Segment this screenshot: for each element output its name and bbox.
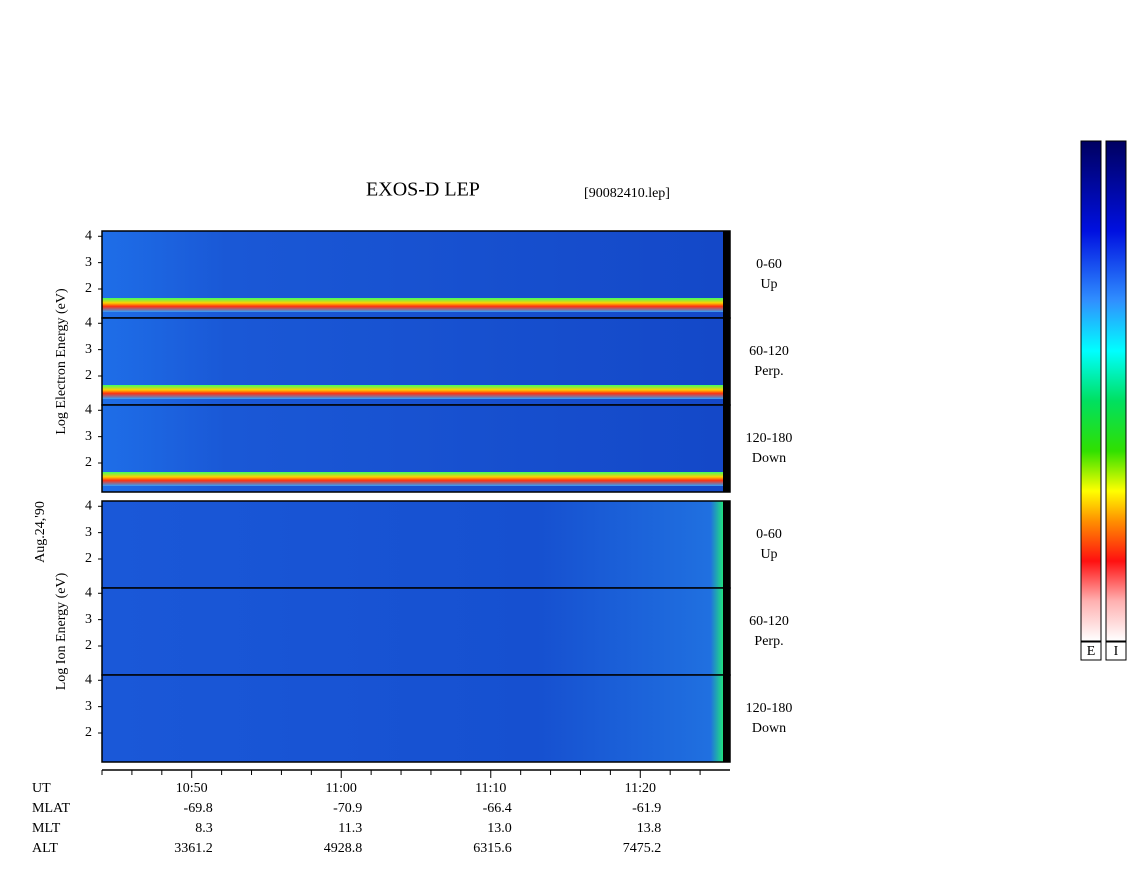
panel-edge <box>723 501 730 588</box>
panel-frame <box>101 674 731 763</box>
y-tick-label: 3 <box>85 342 92 357</box>
y-tick-label: 2 <box>85 455 92 470</box>
y-tick-label: 4 <box>85 585 92 600</box>
y-tick-label: 4 <box>85 672 92 687</box>
ephemeris-label: MLAT <box>32 801 71 816</box>
y-tick-label: 2 <box>85 725 92 740</box>
panel-direction: Down <box>752 721 786 736</box>
colorbar-label-box <box>1105 641 1127 661</box>
panel-direction: Up <box>760 277 777 292</box>
y-tick-label: 4 <box>85 228 92 243</box>
ephemeris-value: 13.8 <box>637 821 662 836</box>
y-tick-label: 3 <box>85 525 92 540</box>
ephemeris-value: -70.9 <box>333 801 362 816</box>
y-tick-label: 3 <box>85 612 92 627</box>
y-tick-label: 2 <box>85 638 92 653</box>
ephemeris-label: ALT <box>32 841 58 856</box>
y-axis-label: Log Ion Energy (eV) <box>54 572 69 690</box>
panel-angle: 60-120 <box>749 614 789 629</box>
y-axis-label: Log Electron Energy (eV) <box>54 288 69 435</box>
y-tick-label: 3 <box>85 429 92 444</box>
panel-direction: Perp. <box>754 364 783 379</box>
panel-edge <box>723 588 730 675</box>
panel-angle: 60-120 <box>749 344 789 359</box>
x-axis-label: UT <box>32 781 51 796</box>
ephemeris-value: 11.3 <box>338 821 362 836</box>
y-tick-label: 4 <box>85 402 92 417</box>
colorbar <box>1105 140 1127 642</box>
x-tick-label: 11:20 <box>625 781 656 796</box>
colorbar-label-box <box>1080 641 1102 661</box>
colorbar <box>1080 140 1102 642</box>
chart-title: EXOS-D LEP <box>366 179 480 201</box>
y-tick-label: 2 <box>85 281 92 296</box>
panel-edge <box>723 405 730 492</box>
flux-band <box>102 298 723 312</box>
y-tick-label: 4 <box>85 498 92 513</box>
spectrogram-panel <box>102 675 723 762</box>
ephemeris-value: 3361.2 <box>174 841 213 856</box>
panel-frame <box>101 404 731 493</box>
panel-angle: 0-60 <box>756 257 782 272</box>
ephemeris-label: MLT <box>32 821 61 836</box>
flux-band <box>102 385 723 399</box>
y-tick-label: 3 <box>85 699 92 714</box>
ephemeris-value: 4928.8 <box>324 841 363 856</box>
file-label: [90082410.lep] <box>584 186 670 201</box>
panel-edge <box>723 231 730 318</box>
y-tick-label: 2 <box>85 551 92 566</box>
ephemeris-value: 13.0 <box>487 821 512 836</box>
panel-direction: Down <box>752 451 786 466</box>
panel-angle: 120-180 <box>746 431 793 446</box>
y-tick-label: 4 <box>85 315 92 330</box>
panel-angle: 120-180 <box>746 701 793 716</box>
ephemeris-value: -66.4 <box>483 801 512 816</box>
y-tick-label: 2 <box>85 368 92 383</box>
x-tick-label: 10:50 <box>176 781 208 796</box>
panel-edge <box>723 675 730 762</box>
x-tick-label: 11:00 <box>326 781 357 796</box>
y-tick-label: 3 <box>85 255 92 270</box>
panel-edge <box>723 318 730 405</box>
ephemeris-value: 6315.6 <box>473 841 512 856</box>
spectrogram-panel <box>102 588 723 675</box>
flux-band <box>102 472 723 486</box>
panel-direction: Up <box>760 547 777 562</box>
panel-angle: 0-60 <box>756 527 782 542</box>
date-label: Aug.24,'90 <box>33 501 48 563</box>
panel-direction: Perp. <box>754 634 783 649</box>
spectrogram-panel <box>102 501 723 588</box>
ephemeris-value: 8.3 <box>195 821 213 836</box>
ephemeris-value: 7475.2 <box>623 841 662 856</box>
ephemeris-value: -69.8 <box>184 801 213 816</box>
colorbar-label: I <box>1114 644 1119 659</box>
ephemeris-value: -61.9 <box>632 801 661 816</box>
x-tick-label: 11:10 <box>475 781 506 796</box>
colorbar-label: E <box>1087 644 1096 659</box>
